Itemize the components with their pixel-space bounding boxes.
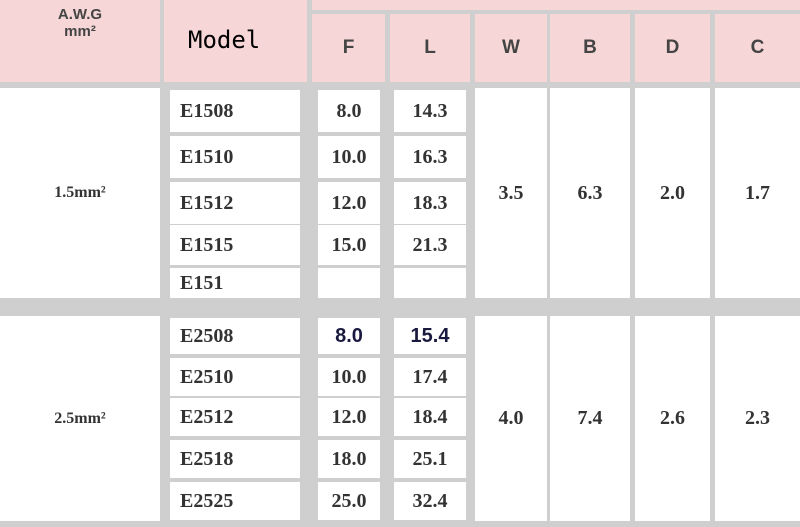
- dim-w-cell: 4.0: [475, 316, 547, 521]
- dim-l-cell: 18.4: [394, 398, 466, 436]
- header-awg-label: A.W.G: [57, 6, 103, 23]
- wire-size-cell: 1.5mm²: [0, 88, 160, 298]
- dim-f-cell: [318, 268, 380, 298]
- dim-l-cell: 32.4: [394, 482, 466, 520]
- header-col-w: W: [475, 14, 547, 82]
- dim-c-cell: 1.7: [715, 88, 800, 298]
- header-awg: A.W.G mm²: [0, 0, 160, 82]
- model-cell: E2510: [170, 358, 300, 396]
- dim-b-cell: 7.4: [550, 316, 630, 521]
- dim-f-cell: 10.0: [318, 136, 380, 178]
- model-cell: E2525: [170, 482, 300, 520]
- dim-l-cell: [394, 268, 466, 298]
- header-col-b: B: [550, 14, 630, 82]
- dim-l-cell: 16.3: [394, 136, 466, 178]
- header-col-f: F: [312, 14, 385, 82]
- model-cell: E1510: [170, 136, 300, 178]
- header-col-l: L: [390, 14, 470, 82]
- dim-f-cell: 8.0: [318, 90, 380, 132]
- header-mm2-label: mm²: [64, 23, 96, 40]
- dim-l-cell: 15.4: [394, 318, 466, 354]
- header-col-c: C: [715, 14, 800, 82]
- dim-f-cell: 15.0: [318, 225, 380, 265]
- header-model: Model: [164, 0, 307, 82]
- model-cell: E2512: [170, 398, 300, 436]
- model-cell: E1512: [170, 182, 300, 224]
- dim-f-cell: 18.0: [318, 440, 380, 478]
- dim-f-cell: 8.0: [318, 318, 380, 354]
- model-cell: E1508: [170, 90, 300, 132]
- model-cell: E151: [170, 268, 300, 298]
- wire-size-cell: 2.5mm²: [0, 316, 160, 521]
- model-cell: E2508: [170, 318, 300, 354]
- dim-l-cell: 25.1: [394, 440, 466, 478]
- dim-b-cell: 6.3: [550, 88, 630, 298]
- dim-l-cell: 17.4: [394, 358, 466, 396]
- dim-l-cell: 14.3: [394, 90, 466, 132]
- header-col-d: D: [635, 14, 710, 82]
- header-dimension-band: [312, 0, 800, 10]
- dim-f-cell: 25.0: [318, 482, 380, 520]
- dim-f-cell: 10.0: [318, 358, 380, 396]
- dim-f-cell: 12.0: [318, 182, 380, 224]
- dim-l-cell: 18.3: [394, 182, 466, 224]
- dim-d-cell: 2.0: [635, 88, 710, 298]
- dim-f-cell: 12.0: [318, 398, 380, 436]
- dim-c-cell: 2.3: [715, 316, 800, 521]
- model-cell: E2518: [170, 440, 300, 478]
- dim-d-cell: 2.6: [635, 316, 710, 521]
- dim-l-cell: 21.3: [394, 225, 466, 265]
- model-cell: E1515: [170, 225, 300, 265]
- dim-w-cell: 3.5: [475, 88, 547, 298]
